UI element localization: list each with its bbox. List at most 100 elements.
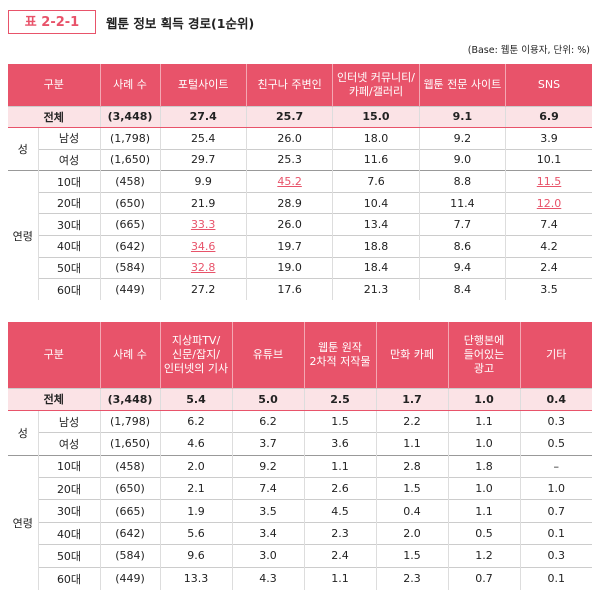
value-cell: 6.2 — [231, 409, 304, 433]
value-cell: 7.4 — [505, 213, 592, 236]
value-cell: 1.2 — [447, 544, 520, 568]
value-cell: 0.5 — [447, 521, 520, 545]
value-cell: 13.4 — [332, 213, 420, 236]
value-cell: 9.0 — [418, 148, 506, 171]
group-label: 연령 — [8, 170, 38, 301]
value-cell: 2.5 — [303, 387, 376, 411]
value-cell: 7.7 — [418, 213, 506, 236]
header-line: 친구나 주변인 — [257, 77, 322, 91]
group-label: 성 — [8, 409, 38, 456]
value-cell: 1.1 — [447, 499, 520, 523]
value-cell: 27.2 — [159, 278, 247, 301]
row: 60대 (449) 13.3 4.3 1.1 2.3 0.7 0.1 — [8, 566, 592, 590]
value-cell: 18.4 — [332, 256, 420, 279]
data-table: 구분 사례 수 포털사이트 친구나 주변인 인터넷 커뮤니티/카페/갤러리 웹툰 전문 사… — [8, 64, 592, 301]
value-cell: 1.0 — [519, 477, 592, 500]
value-cell: 25.7 — [245, 105, 333, 129]
sample-size: (458) — [99, 170, 160, 193]
value-cell: 1.0 — [447, 432, 520, 456]
value-cell: 2.0 — [159, 454, 232, 478]
value-cell: 34.6 — [159, 235, 247, 258]
sample-size: (1,650) — [99, 432, 160, 456]
value-cell: 0.7 — [447, 566, 520, 590]
column-header: 인터넷 커뮤니티/카페/갤러리 — [332, 64, 420, 106]
sample-size: (1,798) — [99, 409, 160, 433]
header-line: 만화 카페 — [390, 347, 434, 361]
value-cell: 9.2 — [418, 127, 506, 150]
column-header: 구분 — [8, 64, 100, 106]
value-cell: 45.2 — [245, 170, 333, 193]
sample-size: (1,650) — [99, 148, 160, 171]
value-cell: 4.2 — [505, 235, 592, 258]
header-line: 구분 — [43, 347, 64, 361]
header-line: 지상파TV/ — [171, 334, 221, 348]
value-cell: 2.4 — [303, 544, 376, 568]
value-cell: 9.6 — [159, 544, 232, 568]
value-cell: 2.1 — [159, 477, 232, 500]
value-cell: 28.9 — [245, 191, 333, 214]
row-label: 30대 — [37, 499, 100, 523]
column-header: 사례 수 — [99, 322, 160, 388]
value-cell: 10.4 — [332, 191, 420, 214]
column-header: 웹툰 전문 사이트 — [418, 64, 506, 106]
header-row: 구분 사례 수 포털사이트 친구나 주변인 인터넷 커뮤니티/카페/갤러리 웹툰 전문 사… — [8, 64, 592, 106]
row: 전체 (3,448) 5.4 5.0 2.5 1.7 1.0 0.4 — [8, 387, 592, 411]
value-cell: 29.7 — [159, 148, 247, 171]
header-line: SNS — [537, 77, 561, 91]
value-cell: 5.0 — [231, 387, 304, 411]
header-line: 신문/잡지/ — [172, 347, 220, 361]
row: 60대 (449) 27.2 17.6 21.3 8.4 3.5 — [8, 278, 592, 301]
row-label: 남성 — [37, 127, 100, 150]
value-cell: 26.0 — [245, 127, 333, 150]
value-cell: 2.3 — [375, 566, 448, 590]
value-cell: 8.6 — [418, 235, 506, 258]
value-cell: 9.1 — [418, 105, 506, 129]
column-header: 사례 수 — [99, 64, 160, 106]
row-label: 10대 — [37, 454, 100, 478]
value-cell: – — [519, 454, 592, 478]
value-cell: 9.9 — [159, 170, 247, 193]
sample-size: (650) — [99, 477, 160, 500]
value-cell: 25.4 — [159, 127, 247, 150]
thead: 구분 사례 수 지상파TV/신문/잡지/인터넷의 기사 유튜브 웹툰 원작 2차적 저작물… — [8, 322, 592, 388]
unit-note: (Base: 웹툰 이용자, 단위: %) — [467, 45, 590, 56]
value-cell: 3.0 — [231, 544, 304, 568]
header-line: 단행본에 — [463, 334, 505, 348]
column-header: 웹툰 원작 2차적 저작물 — [303, 322, 376, 388]
header-line: 인터넷의 기사 — [163, 361, 229, 375]
value-cell: 4.5 — [303, 499, 376, 523]
value-cell: 1.5 — [375, 477, 448, 500]
row-label: 여성 — [37, 148, 100, 171]
data-table: 구분 사례 수 지상파TV/신문/잡지/인터넷의 기사 유튜브 웹툰 원작 2차적 저작물… — [8, 322, 592, 590]
value-cell: 27.4 — [159, 105, 247, 129]
header-line: 광고 — [473, 361, 495, 375]
row-label: 남성 — [37, 409, 100, 433]
value-cell: 1.0 — [447, 387, 520, 411]
value-cell: 2.3 — [303, 521, 376, 545]
value-cell: 9.4 — [418, 256, 506, 279]
row-label: 40대 — [37, 235, 100, 258]
value-cell: 19.7 — [245, 235, 333, 258]
row-label: 10대 — [37, 170, 100, 193]
value-cell: 1.9 — [159, 499, 232, 523]
row-label: 20대 — [37, 191, 100, 214]
value-cell: 0.3 — [519, 409, 592, 433]
value-cell: 1.1 — [375, 432, 448, 456]
sample-size: (3,448) — [99, 387, 160, 411]
value-cell: 11.5 — [505, 170, 592, 193]
group-label: 연령 — [8, 454, 38, 590]
sample-size: (584) — [99, 256, 160, 279]
value-cell: 7.6 — [332, 170, 420, 193]
header-line: 웹툰 원작 — [318, 341, 362, 354]
value-cell: 9.2 — [231, 454, 304, 478]
row: 20대 (650) 2.1 7.4 2.6 1.5 1.0 1.0 — [8, 477, 592, 500]
header-line: 유튜브 — [252, 347, 284, 361]
value-cell: 7.4 — [231, 477, 304, 500]
sample-size: (642) — [99, 521, 160, 545]
value-cell: 2.4 — [505, 256, 592, 279]
row-label: 30대 — [37, 213, 100, 236]
row: 여성 (1,650) 4.6 3.7 3.6 1.1 1.0 0.5 — [8, 432, 592, 456]
value-cell: 5.4 — [159, 387, 232, 411]
value-cell: 26.0 — [245, 213, 333, 236]
